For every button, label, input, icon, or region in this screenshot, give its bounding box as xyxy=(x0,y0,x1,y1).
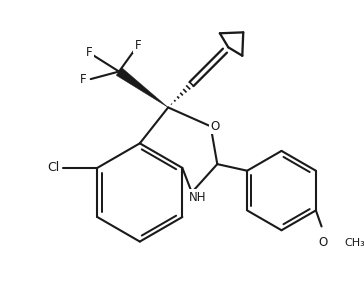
Polygon shape xyxy=(116,68,168,108)
Text: CH₃: CH₃ xyxy=(344,238,364,248)
Text: F: F xyxy=(86,46,92,59)
Text: F: F xyxy=(80,73,86,86)
Text: NH: NH xyxy=(189,191,206,204)
Text: F: F xyxy=(135,38,141,52)
Text: Cl: Cl xyxy=(48,162,60,174)
Text: O: O xyxy=(319,236,328,249)
Text: O: O xyxy=(211,120,220,133)
